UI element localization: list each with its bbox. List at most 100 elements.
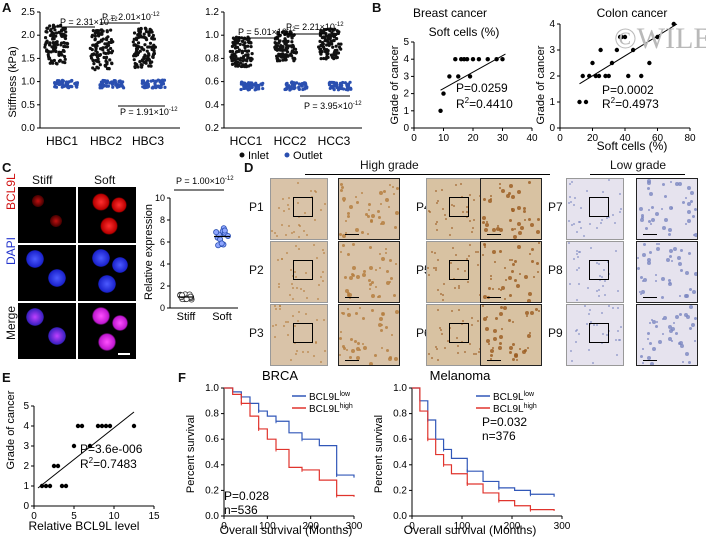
y-tick-label: 2 [160,281,165,291]
inlet-point [97,60,101,64]
data-point [456,74,461,79]
panel-a-left-p3: P = 1.91×10-12 [120,107,178,117]
panel-a-left-axis: 0.0 0.5 1.0 1.5 2.0 2.5 [21,7,180,134]
micrograph-soft-bcl9l [78,187,136,243]
inlet-point [51,34,55,38]
outlet-point [346,82,351,86]
outlet-point [140,81,144,85]
inlet-point [325,55,329,59]
inlet-point [284,40,289,44]
outlet-point [327,81,331,85]
inlet-point [96,33,101,37]
panel-a-left-points [43,23,167,90]
inlet-point [65,42,70,46]
inlet-point [321,45,326,49]
inlet-point [339,42,343,46]
inlet-point [107,50,111,54]
inlet-point [52,47,56,51]
panel-a-legend: Inlet Outlet [239,150,322,160]
inlet-point [235,45,240,49]
panel-b-breast-r2: R2=0.4410 [456,96,513,111]
outlet-point [60,78,65,83]
inlet-point [234,59,238,64]
inlet-point [108,58,112,62]
data-point [622,34,628,40]
inlet-point [334,32,338,37]
outlet-point [108,81,112,85]
wiley-watermark: ©WILEY [614,22,706,55]
outlet-point [239,87,243,92]
panel-b-colon-p: P=0.0002 [602,83,654,97]
inlet-point [91,66,95,70]
inlet-point [137,31,141,36]
panel-a-cat-hcc3: HCC3 [318,134,351,148]
inlet-point [93,68,97,72]
inlet-point [150,30,154,34]
inlet-point [105,38,109,42]
x-tick-label: 5 [71,511,77,522]
y-tick-label: 1.2 [205,7,219,18]
outlet-point [289,85,293,89]
inlet-point [237,38,241,42]
outlet-point [156,84,160,88]
data-point [447,74,452,79]
outlet-point [113,80,117,84]
ihc-overview-p8 [566,241,624,303]
y-tick-label: 0.0 [205,511,219,522]
inlet-point [54,61,58,65]
x-tick-label: 60 [652,133,664,144]
data-point [59,483,65,489]
ihc-zoom-p5 [480,241,542,303]
x-tick-label: 0 [31,511,37,522]
inlet-point [330,27,334,31]
data-point [626,73,631,79]
panel-f-mel-legend-high: BCL9Lhigh [493,403,537,415]
panel-e-axes: 0 1 2 3 4 5 0 5 10 15 [23,401,160,522]
inlet-point [240,39,245,43]
inlet-point [330,31,334,35]
inlet-point [231,58,235,62]
inlet-point [237,48,242,52]
outlet-point [160,78,165,82]
inlet-point [91,52,95,57]
inlet-point [146,45,150,49]
data-point [647,60,652,66]
inlet-point [320,49,324,54]
outlet-point [158,85,162,90]
panel-c-cat-soft: Soft [212,311,232,323]
panel-d-high-grade: High grade [360,158,419,172]
data-point [63,483,69,489]
inlet-point [319,57,323,61]
panel-label-e: E [2,370,11,385]
outlet-point [163,85,167,89]
inlet-point [325,43,329,47]
inlet-point [243,49,247,53]
y-tick-label: 0.6 [393,434,407,445]
outlet-point [254,81,258,85]
panel-label-d: D [244,160,254,175]
inlet-point [282,48,286,52]
panel-c-points [177,225,231,303]
panel-a-right-p3: P = 3.95×10-12 [304,101,362,111]
y-tick-label: 0.6 [205,77,219,88]
x-tick-label: 0 [409,521,415,532]
inlet-point [54,34,58,38]
inlet-point [105,30,109,34]
y-tick-label: 0.6 [205,434,219,445]
ihc-overview-p6 [426,304,484,366]
y-tick-label: 2.0 [21,30,35,41]
x-tick-label: 40 [619,133,631,144]
panel-a-cat-hcc1: HCC1 [230,134,263,148]
inlet-point [62,54,67,59]
data-point [55,463,61,469]
outlet-point [60,85,64,89]
inlet-point [132,31,137,35]
patient-label-p2: P2 [249,263,264,277]
panel-e-p: P=3.6e-006 [80,442,143,456]
data-point [583,99,589,105]
inlet-point [132,54,136,58]
y-tick-label: 0.2 [393,485,407,496]
inlet-point [249,44,253,49]
outlet-point [141,79,146,83]
